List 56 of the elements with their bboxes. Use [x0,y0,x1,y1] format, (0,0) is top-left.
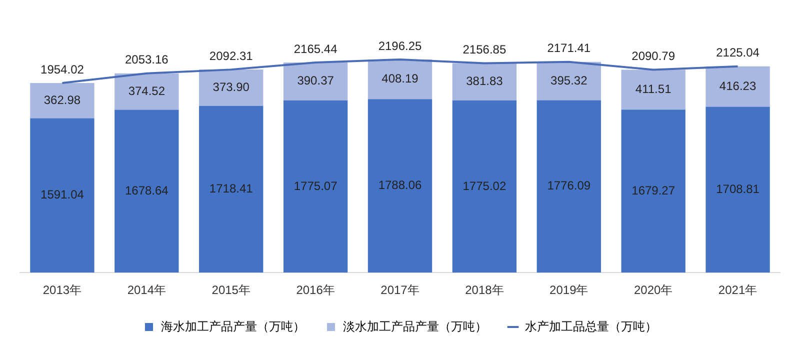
legend-label: 淡水加工产品产量（万吨） [343,319,487,334]
x-tick-label: 2021年 [718,283,758,298]
bar [30,118,94,273]
bar [368,99,432,273]
data-label: 1678.64 [124,183,169,198]
data-label: 408.19 [382,72,419,86]
data-label: 2171.41 [547,41,591,56]
bar [621,110,686,273]
data-label: 2053.16 [124,52,169,67]
bar [706,106,770,273]
x-tick-label: 2017年 [380,283,420,298]
data-label: 2156.85 [462,42,506,57]
bar [114,73,179,110]
bar [536,100,601,273]
x-tick-label: 2013年 [42,283,82,298]
bar [283,100,348,273]
x-tick-label: 2018年 [465,283,504,298]
data-label: 1708.81 [716,182,760,196]
data-label: 1776.09 [547,178,591,193]
legend-label: 水产加工品总量（万吨） [525,319,657,334]
data-label: 1788.06 [378,178,422,192]
data-label: 2092.31 [209,48,254,63]
data-label: 2090.79 [632,49,676,64]
data-label: 1718.41 [209,182,254,196]
bar [114,110,179,273]
data-label: 416.23 [719,78,756,93]
bar [452,100,517,273]
bar [30,82,94,118]
data-label: 411.51 [635,82,672,96]
bar [706,66,770,107]
bar [283,62,348,100]
data-label: 381.83 [466,74,504,88]
x-tick-label: 2019年 [550,283,588,298]
data-label: 1775.02 [462,178,506,193]
bar [452,63,517,100]
data-label: 2125.04 [716,46,760,60]
data-label: 373.90 [212,80,250,94]
data-label: 362.98 [44,92,81,107]
data-label: 2196.25 [378,38,422,53]
data-label: 1775.07 [294,178,338,193]
data-label: 1679.27 [632,183,676,198]
x-tick-label: 2015年 [212,283,250,298]
data-label: 1954.02 [40,62,84,76]
data-label: 2165.44 [294,42,338,56]
bar [368,59,432,100]
data-label: 395.32 [550,73,588,88]
bar [199,70,264,106]
x-tick-label: 2016年 [296,283,335,298]
legend-label: 海水加工产品产量（万吨） [161,319,305,334]
bar [199,106,264,273]
x-tick-label: 2014年 [127,283,166,298]
data-label: 390.37 [297,74,334,88]
data-label: 374.52 [128,84,166,98]
data-label: 1591.04 [40,188,84,202]
x-tick-label: 2020年 [634,283,673,298]
bar [621,70,686,110]
